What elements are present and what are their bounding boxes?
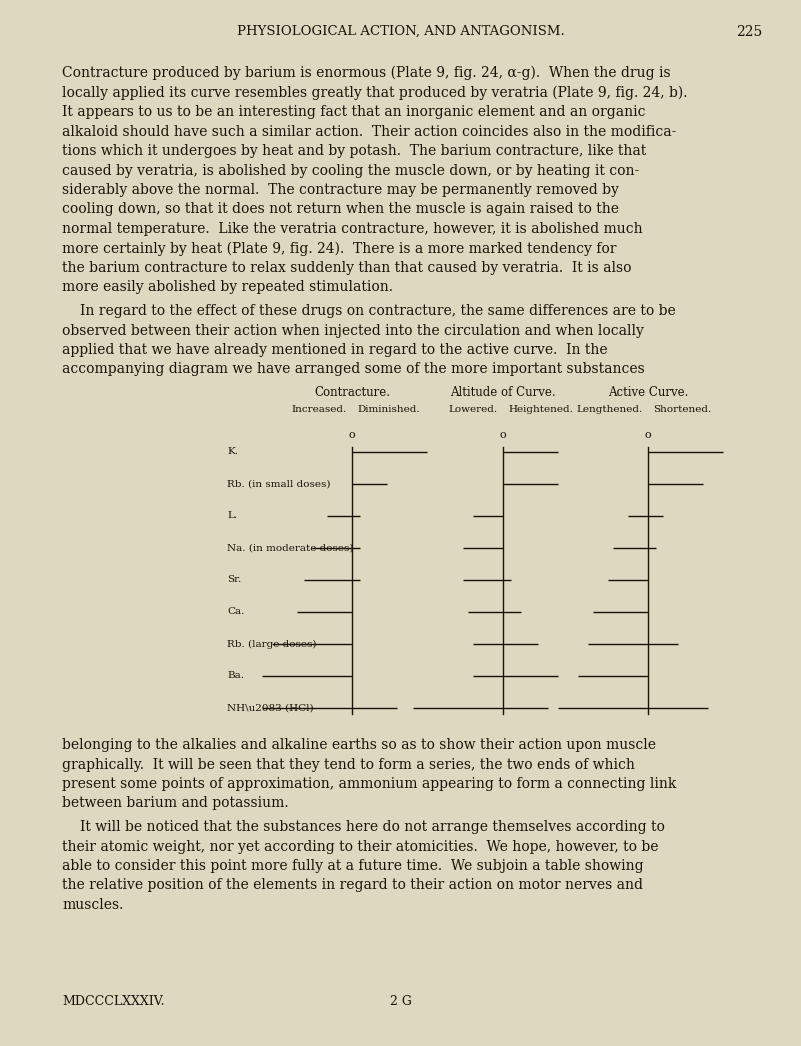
- Text: normal temperature.  Like the veratria contracture, however, it is abolished muc: normal temperature. Like the veratria co…: [62, 222, 642, 236]
- Text: muscles.: muscles.: [62, 899, 123, 912]
- Text: Heightened.: Heightened.: [508, 405, 573, 414]
- Text: Sr.: Sr.: [227, 575, 241, 585]
- Text: applied that we have already mentioned in regard to the active curve.  In the: applied that we have already mentioned i…: [62, 343, 608, 357]
- Text: Diminished.: Diminished.: [357, 405, 420, 414]
- Text: between barium and potassium.: between barium and potassium.: [62, 796, 288, 811]
- Text: siderably above the normal.  The contracture may be permanently removed by: siderably above the normal. The contract…: [62, 183, 619, 197]
- Text: tions which it undergoes by heat and by potash.  The barium contracture, like th: tions which it undergoes by heat and by …: [62, 144, 646, 158]
- Text: more easily abolished by repeated stimulation.: more easily abolished by repeated stimul…: [62, 280, 393, 295]
- Text: belonging to the alkalies and alkaline earths so as to show their action upon mu: belonging to the alkalies and alkaline e…: [62, 738, 656, 752]
- Text: Lengthened.: Lengthened.: [577, 405, 643, 414]
- Text: Ba.: Ba.: [227, 672, 244, 681]
- Text: accompanying diagram we have arranged some of the more important substances: accompanying diagram we have arranged so…: [62, 363, 645, 377]
- Text: locally applied its curve resembles greatly that produced by veratria (Plate 9, : locally applied its curve resembles grea…: [62, 86, 687, 99]
- Text: alkaloid should have such a similar action.  Their action coincides also in the : alkaloid should have such a similar acti…: [62, 124, 676, 138]
- Text: Lowered.: Lowered.: [449, 405, 498, 414]
- Text: Contracture produced by barium is enormous (Plate 9, fig. 24, α-g).  When the dr: Contracture produced by barium is enormo…: [62, 66, 670, 81]
- Text: NH\u2083 (HCl): NH\u2083 (HCl): [227, 704, 314, 712]
- Text: Ca.: Ca.: [227, 608, 244, 616]
- Text: caused by veratria, is abolished by cooling the muscle down, or by heating it co: caused by veratria, is abolished by cool…: [62, 163, 639, 178]
- Text: present some points of approximation, ammonium appearing to form a connecting li: present some points of approximation, am…: [62, 777, 676, 791]
- Text: Active Curve.: Active Curve.: [608, 386, 688, 399]
- Text: Altitude of Curve.: Altitude of Curve.: [450, 386, 556, 399]
- Text: more certainly by heat (Plate 9, fig. 24).  There is a more marked tendency for: more certainly by heat (Plate 9, fig. 24…: [62, 242, 617, 256]
- Text: K.: K.: [227, 448, 238, 456]
- Text: observed between their action when injected into the circulation and when locall: observed between their action when injec…: [62, 323, 644, 338]
- Text: the barium contracture to relax suddenly than that caused by veratria.  It is al: the barium contracture to relax suddenly…: [62, 262, 631, 275]
- Text: It appears to us to be an interesting fact that an inorganic element and an orga: It appears to us to be an interesting fa…: [62, 105, 646, 119]
- Text: Na. (in moderate doses): Na. (in moderate doses): [227, 544, 353, 552]
- Text: o: o: [500, 430, 506, 440]
- Text: In regard to the effect of these drugs on contracture, the same differences are : In regard to the effect of these drugs o…: [80, 304, 676, 318]
- Text: the relative position of the elements in regard to their action on motor nerves : the relative position of the elements in…: [62, 879, 643, 892]
- Text: It will be noticed that the substances here do not arrange themselves according : It will be noticed that the substances h…: [80, 820, 665, 834]
- Text: their atomic weight, nor yet according to their atomicities.  We hope, however, : their atomic weight, nor yet according t…: [62, 840, 658, 854]
- Text: L.: L.: [227, 511, 237, 521]
- Text: Contracture.: Contracture.: [314, 386, 390, 399]
- Text: o: o: [645, 430, 651, 440]
- Text: cooling down, so that it does not return when the muscle is again raised to the: cooling down, so that it does not return…: [62, 203, 619, 217]
- Text: MDCCCLXXXIV.: MDCCCLXXXIV.: [62, 995, 164, 1008]
- Text: 225: 225: [736, 25, 762, 39]
- Text: Rb. (large doses): Rb. (large doses): [227, 639, 316, 649]
- Text: 2 G: 2 G: [390, 995, 412, 1008]
- Text: Increased.: Increased.: [292, 405, 347, 414]
- Text: able to consider this point more fully at a future time.  We subjoin a table sho: able to consider this point more fully a…: [62, 859, 644, 873]
- Text: PHYSIOLOGICAL ACTION, AND ANTAGONISM.: PHYSIOLOGICAL ACTION, AND ANTAGONISM.: [237, 25, 565, 38]
- Text: Shortened.: Shortened.: [653, 405, 711, 414]
- Text: o: o: [348, 430, 356, 440]
- Text: graphically.  It will be seen that they tend to form a series, the two ends of w: graphically. It will be seen that they t…: [62, 757, 635, 772]
- Text: Rb. (in small doses): Rb. (in small doses): [227, 479, 331, 488]
